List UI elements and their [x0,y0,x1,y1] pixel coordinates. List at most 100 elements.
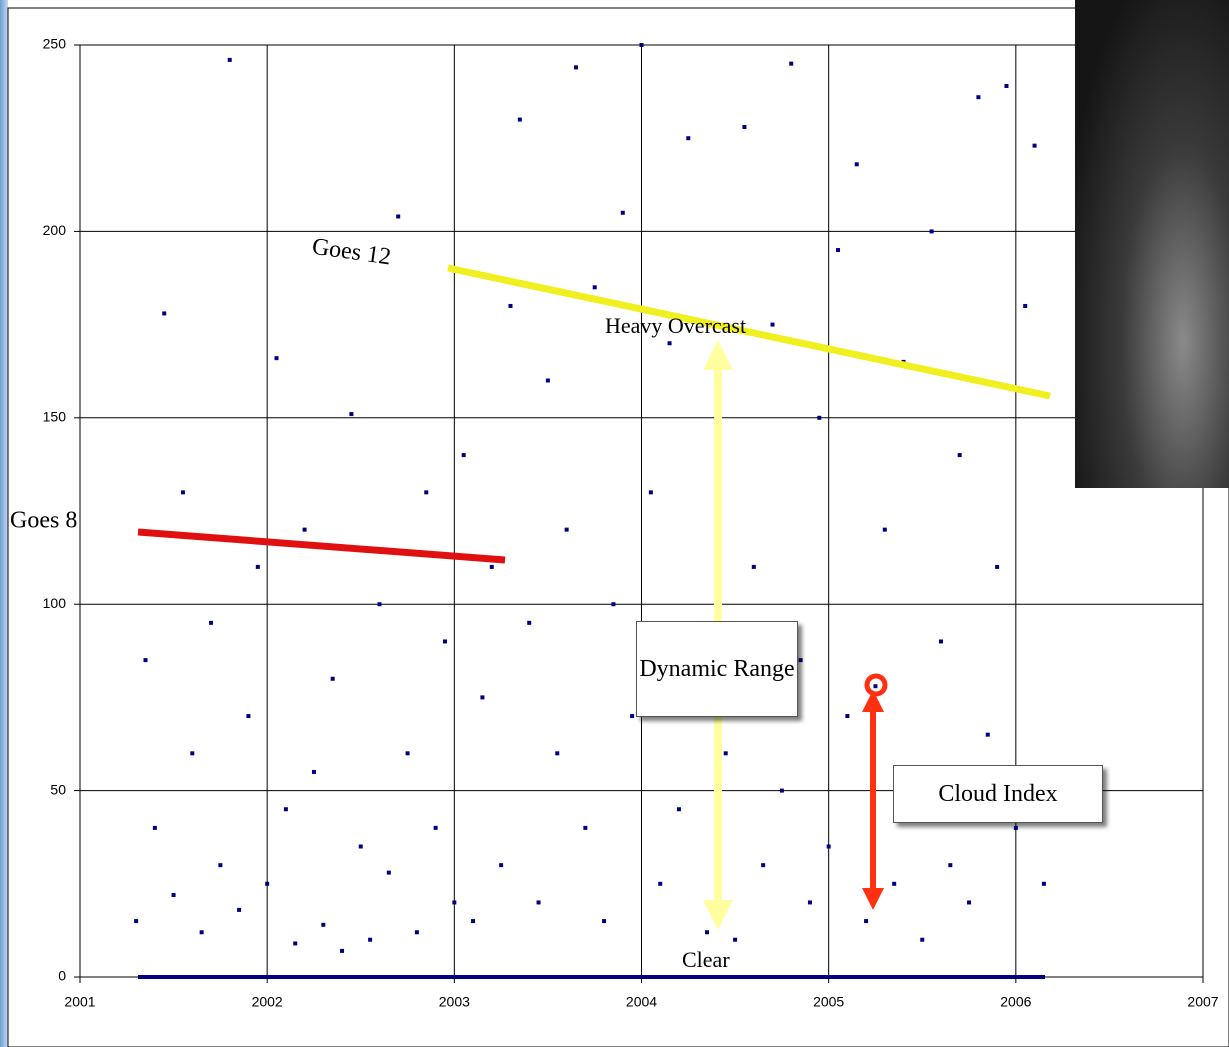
point [592,285,597,290]
point [976,95,981,100]
point [199,930,204,935]
point [892,881,897,886]
point [405,751,410,756]
point [620,210,625,215]
point [293,941,298,946]
satellite-image [1075,0,1229,488]
point [461,453,466,458]
point [742,125,747,130]
point [265,881,270,886]
point [938,639,943,644]
cloud-index-box: Cloud Index [893,765,1103,823]
point [246,714,251,719]
point [967,900,972,905]
point [929,229,934,234]
point [770,322,775,327]
point [227,57,232,62]
point [377,602,382,607]
y-tick-label: 150 [43,409,67,425]
point [209,620,214,625]
point [536,900,541,905]
y-tick-label: 250 [43,36,67,52]
point [676,807,681,812]
point [321,922,326,927]
annotation: Clear [682,947,730,972]
point [864,919,869,924]
point [873,684,878,689]
x-tick-label: 2001 [64,994,95,1010]
point [602,919,607,924]
point [826,844,831,849]
point [1032,143,1037,148]
annotation: Goes 8 [10,508,77,534]
point [330,676,335,681]
point [545,378,550,383]
point [573,65,578,70]
point [948,863,953,868]
arrow-head [703,900,733,930]
x-tick-label: 2007 [1187,994,1218,1010]
point [452,900,457,905]
point [414,930,419,935]
point [311,769,316,774]
point [648,490,653,495]
point [686,136,691,141]
point [134,919,139,924]
point [358,844,363,849]
point [471,919,476,924]
point [667,341,672,346]
x-tick-label: 2004 [626,994,657,1010]
point [817,415,822,420]
point [995,564,1000,569]
arrow-head [703,340,733,370]
point [882,527,887,532]
point [555,751,560,756]
point [564,527,569,532]
point [630,714,635,719]
y-tick-label: 100 [43,595,67,611]
y-tick-label: 0 [58,968,66,984]
point [302,527,307,532]
side-strip [0,0,8,1047]
point [751,564,756,569]
point [789,61,794,66]
point [1023,303,1028,308]
y-tick-label: 50 [50,781,66,797]
arrow-head [862,690,884,712]
point [639,43,644,47]
point [1041,881,1046,886]
point [489,564,494,569]
arrow-head [862,888,884,910]
point [283,807,288,812]
point [611,602,616,607]
point [807,900,812,905]
point [143,658,148,663]
x-tick-label: 2002 [252,994,283,1010]
point [255,564,260,569]
point [761,863,766,868]
point [583,825,588,830]
point [1004,84,1009,89]
point [237,907,242,912]
point [517,117,522,122]
point [845,714,850,719]
point [396,214,401,219]
y-tick-label: 200 [43,222,67,238]
point [274,356,279,361]
goes8-line [137,528,506,564]
x-tick-label: 2003 [439,994,470,1010]
point [920,937,925,942]
point [340,948,345,953]
highlight-circle [864,673,888,697]
point [190,751,195,756]
point [798,658,803,663]
point [218,863,223,868]
x-tick-label: 2006 [1000,994,1031,1010]
point [985,732,990,737]
point [779,788,784,793]
point [957,453,962,458]
goes12-line [447,264,1051,400]
point [733,937,738,942]
point [368,937,373,942]
